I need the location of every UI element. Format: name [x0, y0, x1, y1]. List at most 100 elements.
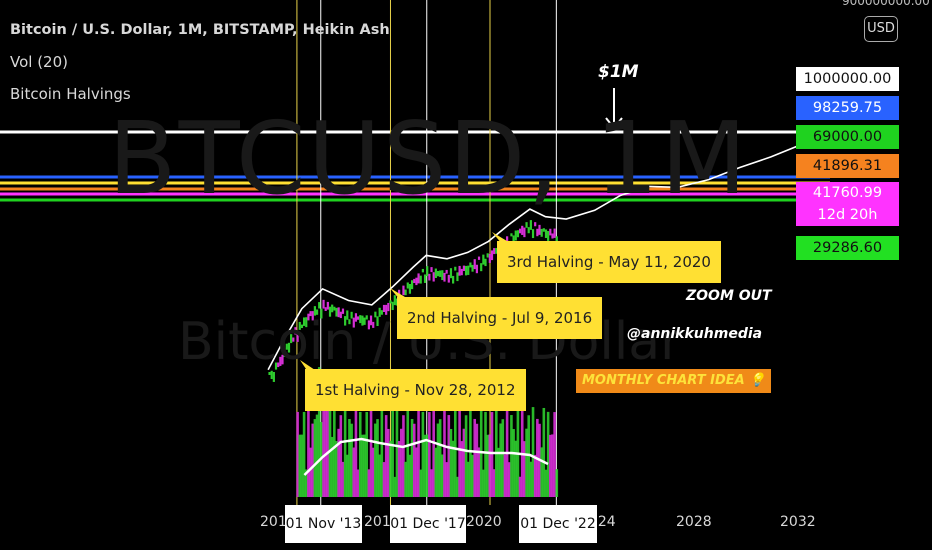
- volume-bar: [328, 369, 332, 497]
- candle: [523, 227, 526, 238]
- volume-bar: [486, 434, 489, 497]
- candle: [510, 233, 513, 237]
- monthly-idea-badge: MONTHLY CHART IDEA 💡: [576, 369, 772, 393]
- candle: [277, 362, 280, 368]
- volume-bar: [419, 469, 423, 497]
- x-badge-dec-2017: 01 Dec '17: [390, 505, 466, 543]
- volume-bar: [356, 469, 360, 497]
- candle: [296, 331, 299, 342]
- currency-button[interactable]: USD: [864, 16, 898, 42]
- price-label-98k: 98259.75: [796, 96, 899, 120]
- candle: [374, 311, 377, 318]
- candle: [536, 228, 539, 237]
- candle: [408, 284, 412, 294]
- volume-bar: [555, 469, 559, 497]
- volume-bar: [399, 428, 403, 497]
- volume-bar: [374, 423, 377, 497]
- candle: [464, 265, 468, 276]
- volume-bar: [402, 415, 405, 497]
- volume-bar: [313, 419, 317, 497]
- candle: [475, 264, 478, 274]
- candle: [369, 315, 373, 326]
- candle: [382, 304, 386, 312]
- candle: [389, 300, 392, 304]
- volume-bar: [482, 469, 485, 497]
- candle: [471, 264, 474, 272]
- x-badge-nov-2013: 01 Nov '13: [285, 505, 362, 543]
- top-price-label: 900000000.00: [842, 0, 930, 8]
- candle: [413, 278, 416, 284]
- candle: [410, 280, 414, 290]
- candle: [406, 282, 409, 289]
- candle: [305, 317, 308, 328]
- volume-bar: [302, 411, 306, 497]
- volume-bar: [348, 419, 351, 497]
- candle: [553, 228, 556, 238]
- volume-bar: [549, 434, 552, 497]
- volume-bar: [371, 447, 375, 497]
- candle: [387, 302, 390, 312]
- candle: [458, 265, 461, 276]
- volume-bar: [337, 428, 340, 497]
- candle: [398, 289, 401, 295]
- candle: [385, 304, 388, 315]
- volume-indicator-label[interactable]: Vol (20): [10, 53, 69, 71]
- candle: [473, 259, 476, 270]
- candle: [367, 320, 370, 330]
- candle: [516, 230, 520, 238]
- volume-bar: [473, 418, 477, 497]
- volume-bar: [503, 454, 507, 497]
- volume-bar: [466, 461, 470, 497]
- candle: [341, 308, 345, 314]
- volume-bar: [525, 428, 528, 497]
- candle: [452, 275, 455, 284]
- candle: [268, 372, 271, 375]
- candle: [493, 248, 496, 255]
- candle: [285, 343, 288, 350]
- volume-bar: [389, 440, 392, 497]
- volume-bar: [501, 419, 505, 497]
- candle: [462, 265, 466, 271]
- volume-bar: [529, 461, 533, 497]
- candle: [415, 277, 418, 286]
- halvings-indicator-label[interactable]: Bitcoin Halvings: [10, 85, 131, 103]
- volume-bar: [304, 469, 308, 497]
- volume-bar: [406, 407, 410, 497]
- volume-bar: [451, 440, 455, 497]
- candle: [344, 316, 347, 326]
- candle: [534, 222, 537, 227]
- candle: [311, 311, 314, 321]
- candle: [315, 309, 319, 315]
- candle: [538, 224, 541, 235]
- candle: [393, 295, 396, 306]
- candle: [313, 306, 316, 316]
- candle: [490, 250, 494, 261]
- volume-bar: [315, 414, 319, 497]
- volume-bar: [324, 388, 327, 497]
- volume-bar: [417, 407, 420, 497]
- volume-bar: [540, 447, 543, 497]
- volume-bar: [397, 441, 401, 497]
- volume-bar: [497, 447, 500, 497]
- volume-bar: [518, 476, 522, 497]
- volume-bar: [432, 407, 435, 497]
- candle: [352, 317, 355, 328]
- candle: [328, 306, 332, 317]
- candle: [521, 225, 524, 235]
- volume-bar: [445, 462, 448, 497]
- candle: [346, 310, 349, 320]
- chart-title[interactable]: Bitcoin / U.S. Dollar, 1M, BITSTAMP, Hei…: [10, 22, 390, 38]
- candle: [307, 313, 310, 321]
- candle: [290, 334, 293, 344]
- candle: [326, 301, 329, 310]
- candle: [529, 220, 532, 230]
- volume-bar: [430, 469, 433, 497]
- volume-bar: [415, 447, 418, 497]
- candle: [542, 228, 545, 232]
- candle: [298, 321, 301, 330]
- volume-bar: [475, 423, 479, 497]
- zoom-out-annotation: ZOOM OUT: [686, 288, 772, 304]
- volume-bar: [434, 447, 438, 497]
